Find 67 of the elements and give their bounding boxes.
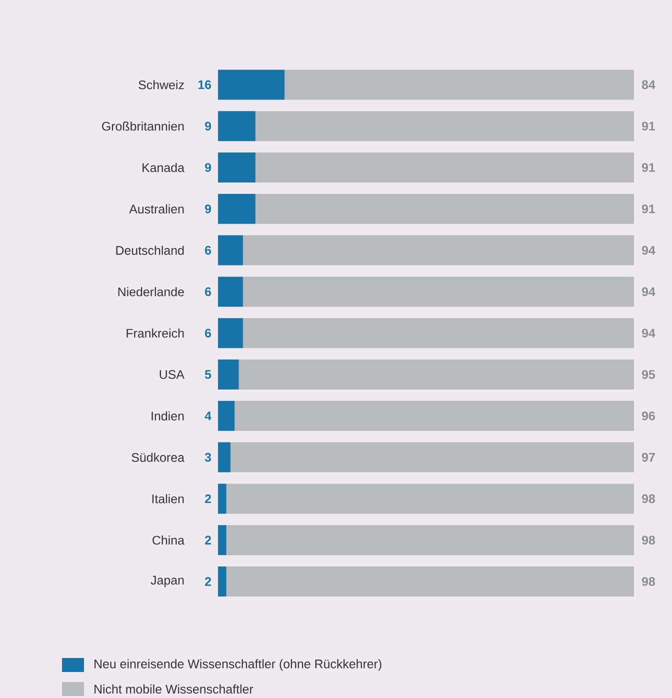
data-label: 9 — [204, 122, 212, 131]
data-label: 98 — [642, 536, 655, 545]
data-label: 6 — [205, 246, 212, 255]
data-label: 94 — [642, 287, 656, 296]
data-label: 4 — [204, 412, 212, 420]
y-tick-label: Schweiz — [138, 80, 184, 90]
bar — [226, 525, 634, 556]
bar — [218, 484, 226, 514]
bar — [230, 442, 634, 472]
data-label: 6 — [205, 287, 212, 296]
data-label: 98 — [642, 577, 655, 586]
bar — [218, 276, 243, 307]
y-tick-label: Japan — [150, 576, 184, 588]
bar — [218, 442, 230, 472]
bar — [218, 400, 235, 431]
legend-label: Neu einreisende Wissenschaftler (ohne Rückkehrer) — [94, 659, 382, 671]
data-label: 94 — [642, 328, 656, 338]
data-label: 97 — [642, 452, 655, 462]
bar — [226, 484, 634, 514]
y-tick-label: Indien — [152, 411, 184, 420]
bar — [242, 235, 634, 266]
bar — [218, 70, 285, 100]
bar — [226, 566, 634, 596]
y-tick-label: Kanada — [142, 162, 184, 172]
bar — [218, 194, 256, 224]
y-tick-label: Frankreich — [126, 328, 184, 338]
y-tick-label: China — [152, 536, 184, 545]
data-label: 2 — [204, 494, 211, 504]
data-label: 6 — [205, 328, 212, 338]
bar — [218, 318, 243, 348]
bar — [234, 400, 634, 431]
bar — [242, 318, 634, 348]
data-label: 84 — [642, 80, 656, 90]
y-tick-label: USA — [160, 370, 184, 379]
data-label: 94 — [642, 246, 656, 255]
bar — [218, 152, 256, 182]
legend-label: Nicht mobile Wissenschaftler — [94, 684, 254, 694]
data-label: 5 — [204, 370, 212, 379]
bar — [218, 235, 243, 266]
bar — [218, 111, 256, 142]
y-tick-label: Italien — [152, 494, 184, 504]
y-tick-label: Australien — [129, 204, 184, 214]
data-label: 95 — [642, 370, 656, 379]
data-label: 2 — [204, 536, 211, 544]
data-label: 91 — [642, 122, 656, 131]
bar — [238, 359, 634, 390]
bar — [255, 111, 634, 142]
bar — [218, 566, 226, 596]
data-label: 98 — [642, 494, 655, 504]
bar — [255, 194, 634, 224]
data-label: 16 — [198, 80, 212, 90]
bar — [242, 276, 634, 307]
data-label: 96 — [642, 412, 655, 420]
data-label: 91 — [642, 163, 656, 172]
y-tick-label: Deutschland — [116, 246, 184, 255]
data-label: 91 — [642, 204, 656, 214]
bar — [218, 359, 239, 390]
y-tick-label: Großbritannien — [102, 122, 184, 131]
bar — [218, 525, 226, 556]
data-label: 2 — [204, 577, 211, 586]
bar — [255, 152, 634, 182]
data-label: 3 — [204, 452, 212, 462]
y-tick-label: Niederlande — [118, 287, 184, 296]
y-tick-label: Südkorea — [132, 452, 184, 462]
data-label: 9 — [204, 204, 212, 214]
bar — [284, 70, 634, 100]
data-label: 9 — [204, 163, 212, 172]
